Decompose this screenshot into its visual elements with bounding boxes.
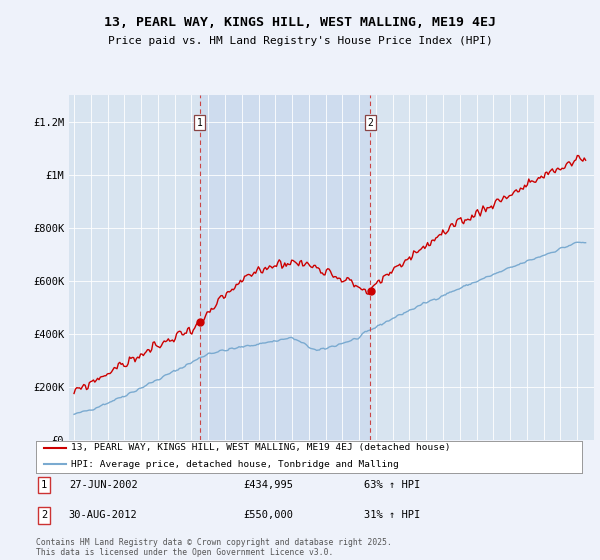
Text: 2: 2 bbox=[41, 511, 47, 520]
Text: 30-AUG-2012: 30-AUG-2012 bbox=[69, 511, 137, 520]
Text: 1: 1 bbox=[197, 118, 203, 128]
Text: £550,000: £550,000 bbox=[244, 511, 293, 520]
Text: 27-JUN-2002: 27-JUN-2002 bbox=[69, 480, 137, 490]
Bar bbox=[200, 95, 370, 440]
Text: Price paid vs. HM Land Registry's House Price Index (HPI): Price paid vs. HM Land Registry's House … bbox=[107, 36, 493, 46]
Text: 31% ↑ HPI: 31% ↑ HPI bbox=[364, 511, 420, 520]
Text: 1: 1 bbox=[41, 480, 47, 490]
Text: HPI: Average price, detached house, Tonbridge and Malling: HPI: Average price, detached house, Tonb… bbox=[71, 460, 399, 469]
Text: £434,995: £434,995 bbox=[244, 480, 293, 490]
Text: Contains HM Land Registry data © Crown copyright and database right 2025.
This d: Contains HM Land Registry data © Crown c… bbox=[36, 538, 392, 557]
Text: 13, PEARL WAY, KINGS HILL, WEST MALLING, ME19 4EJ: 13, PEARL WAY, KINGS HILL, WEST MALLING,… bbox=[104, 16, 496, 29]
Text: 2: 2 bbox=[367, 118, 373, 128]
Text: 13, PEARL WAY, KINGS HILL, WEST MALLING, ME19 4EJ (detached house): 13, PEARL WAY, KINGS HILL, WEST MALLING,… bbox=[71, 444, 451, 452]
Text: 63% ↑ HPI: 63% ↑ HPI bbox=[364, 480, 420, 490]
